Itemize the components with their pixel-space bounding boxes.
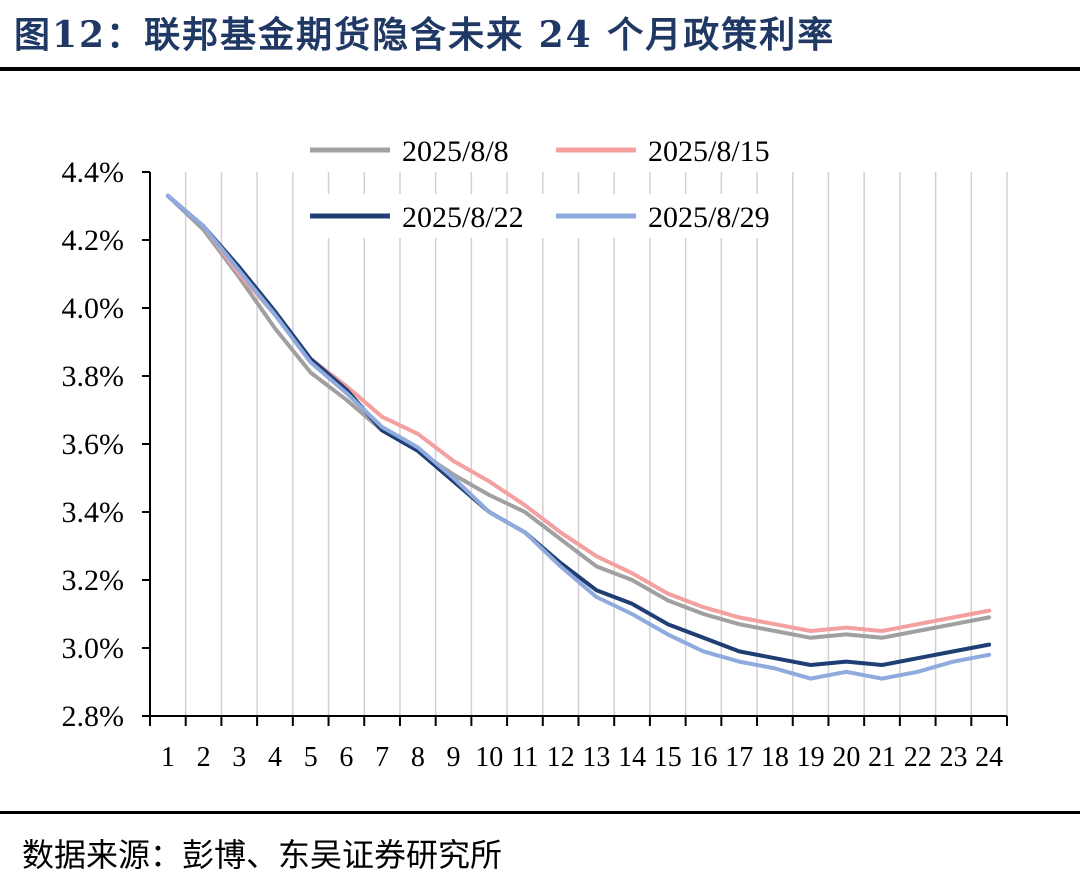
series-line-1 [165, 193, 992, 640]
top-rule [0, 67, 1080, 71]
x-tick-label: 5 [304, 742, 318, 773]
y-tick-label: 3.6% [62, 428, 125, 461]
x-tick-label: 18 [761, 742, 789, 773]
x-tick-label: 17 [725, 742, 753, 773]
line-chart: 2.8%3.0%3.2%3.4%3.6%3.8%4.0%4.2%4.4%1 2 3 4… [61, 135, 1008, 773]
x-tick-label: 3 [232, 742, 246, 773]
x-tick-label: 16 [689, 742, 717, 773]
bottom-rule [0, 811, 1080, 814]
x-tick-label: 11 [511, 742, 538, 773]
y-tick-label: 3.8% [62, 360, 125, 393]
x-tick-label: 19 [797, 742, 825, 773]
x-tick-label: 8 [411, 742, 425, 773]
x-tick-label: 12 [547, 742, 575, 773]
x-tick-label: 4 [268, 742, 282, 773]
source-note: 数据来源：彭博、东吴证券研究所 [22, 836, 503, 874]
x-tick-label: 21 [868, 742, 896, 773]
x-tick-label: 10 [475, 742, 503, 773]
legend-label-1: 2025/8/8 [402, 135, 509, 168]
y-tick-label: 3.2% [62, 564, 125, 597]
x-tick-label: 22 [904, 742, 932, 773]
x-tick-label: 23 [939, 742, 967, 773]
x-tick-label: 13 [582, 742, 610, 773]
x-tick-label: 6 [339, 742, 353, 773]
x-tick-label: 9 [447, 742, 461, 773]
legend-label-3: 2025/8/22 [402, 201, 524, 234]
x-tick-label: 20 [832, 742, 860, 773]
y-tick-label: 3.4% [62, 496, 125, 529]
legend-label-4: 2025/8/29 [648, 201, 770, 234]
y-tick-label: 4.2% [62, 224, 125, 257]
x-tick-label: 24 [975, 742, 1003, 773]
x-tick-label: 15 [654, 742, 682, 773]
x-tick-label: 7 [375, 742, 389, 773]
x-tick-label: 2 [197, 742, 211, 773]
y-tick-label: 2.8% [62, 700, 125, 733]
series-line-3 [165, 193, 992, 667]
x-tick-label: 14 [618, 742, 646, 773]
y-tick-label: 4.4% [62, 156, 125, 189]
legend-label-2: 2025/8/15 [648, 135, 770, 168]
x-tick-label: 1 [161, 742, 175, 773]
figure-title: 图12：联邦基金期货隐含未来 24 个月政策利率 [14, 14, 836, 56]
y-tick-label: 4.0% [62, 292, 125, 325]
series-line-4 [165, 193, 992, 681]
y-tick-label: 3.0% [62, 632, 125, 665]
